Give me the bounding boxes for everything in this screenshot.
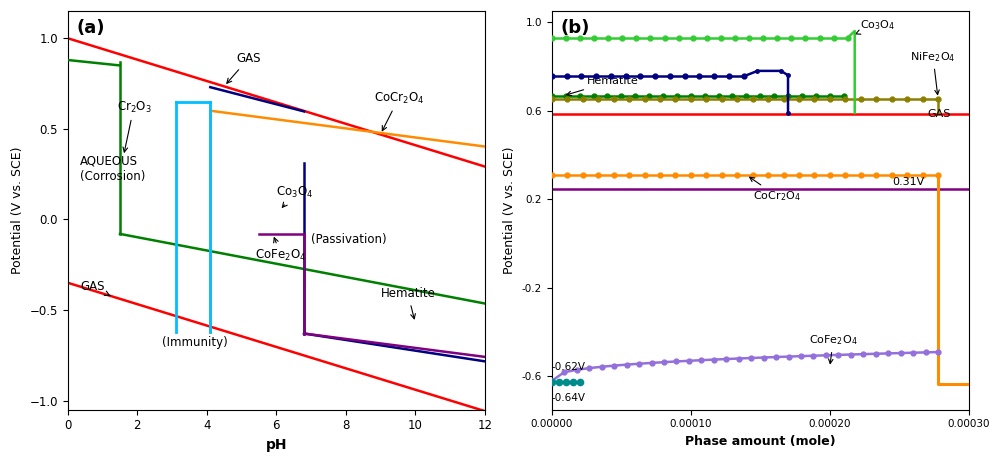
Y-axis label: Potential (V vs. SCE): Potential (V vs. SCE) xyxy=(504,147,517,274)
Text: GAS: GAS xyxy=(80,280,110,296)
Text: Co$_3$O$_4$: Co$_3$O$_4$ xyxy=(276,185,313,207)
Text: (b): (b) xyxy=(561,19,590,37)
Text: Hematite: Hematite xyxy=(567,76,639,96)
Text: GAS: GAS xyxy=(927,109,950,119)
Text: (Passivation): (Passivation) xyxy=(311,233,386,246)
Text: Co$_3$O$_4$: Co$_3$O$_4$ xyxy=(855,18,896,34)
Text: -0.62V: -0.62V xyxy=(552,362,586,372)
Text: (a): (a) xyxy=(76,19,105,37)
Text: Hematite: Hematite xyxy=(380,288,435,319)
Text: Cr$_2$O$_3$: Cr$_2$O$_3$ xyxy=(116,100,151,152)
Text: -0.64V: -0.64V xyxy=(552,393,586,403)
Text: (Immunity): (Immunity) xyxy=(162,336,227,349)
Text: CoFe$_2$O$_4$: CoFe$_2$O$_4$ xyxy=(255,238,306,263)
X-axis label: Phase amount (mole): Phase amount (mole) xyxy=(685,435,836,448)
Text: NiFe$_2$O$_4$: NiFe$_2$O$_4$ xyxy=(910,50,956,94)
Text: CoFe$_2$O$_4$: CoFe$_2$O$_4$ xyxy=(809,333,858,363)
Text: GAS: GAS xyxy=(227,52,261,83)
X-axis label: pH: pH xyxy=(265,438,287,452)
Y-axis label: Potential (V vs. SCE): Potential (V vs. SCE) xyxy=(11,147,24,274)
Text: CoCr$_2$O$_4$: CoCr$_2$O$_4$ xyxy=(373,91,423,131)
Text: 0.31V: 0.31V xyxy=(892,177,925,187)
Text: CoCr$_2$O$_4$: CoCr$_2$O$_4$ xyxy=(750,177,801,203)
Text: AQUEOUS
(Corrosion): AQUEOUS (Corrosion) xyxy=(80,155,145,182)
